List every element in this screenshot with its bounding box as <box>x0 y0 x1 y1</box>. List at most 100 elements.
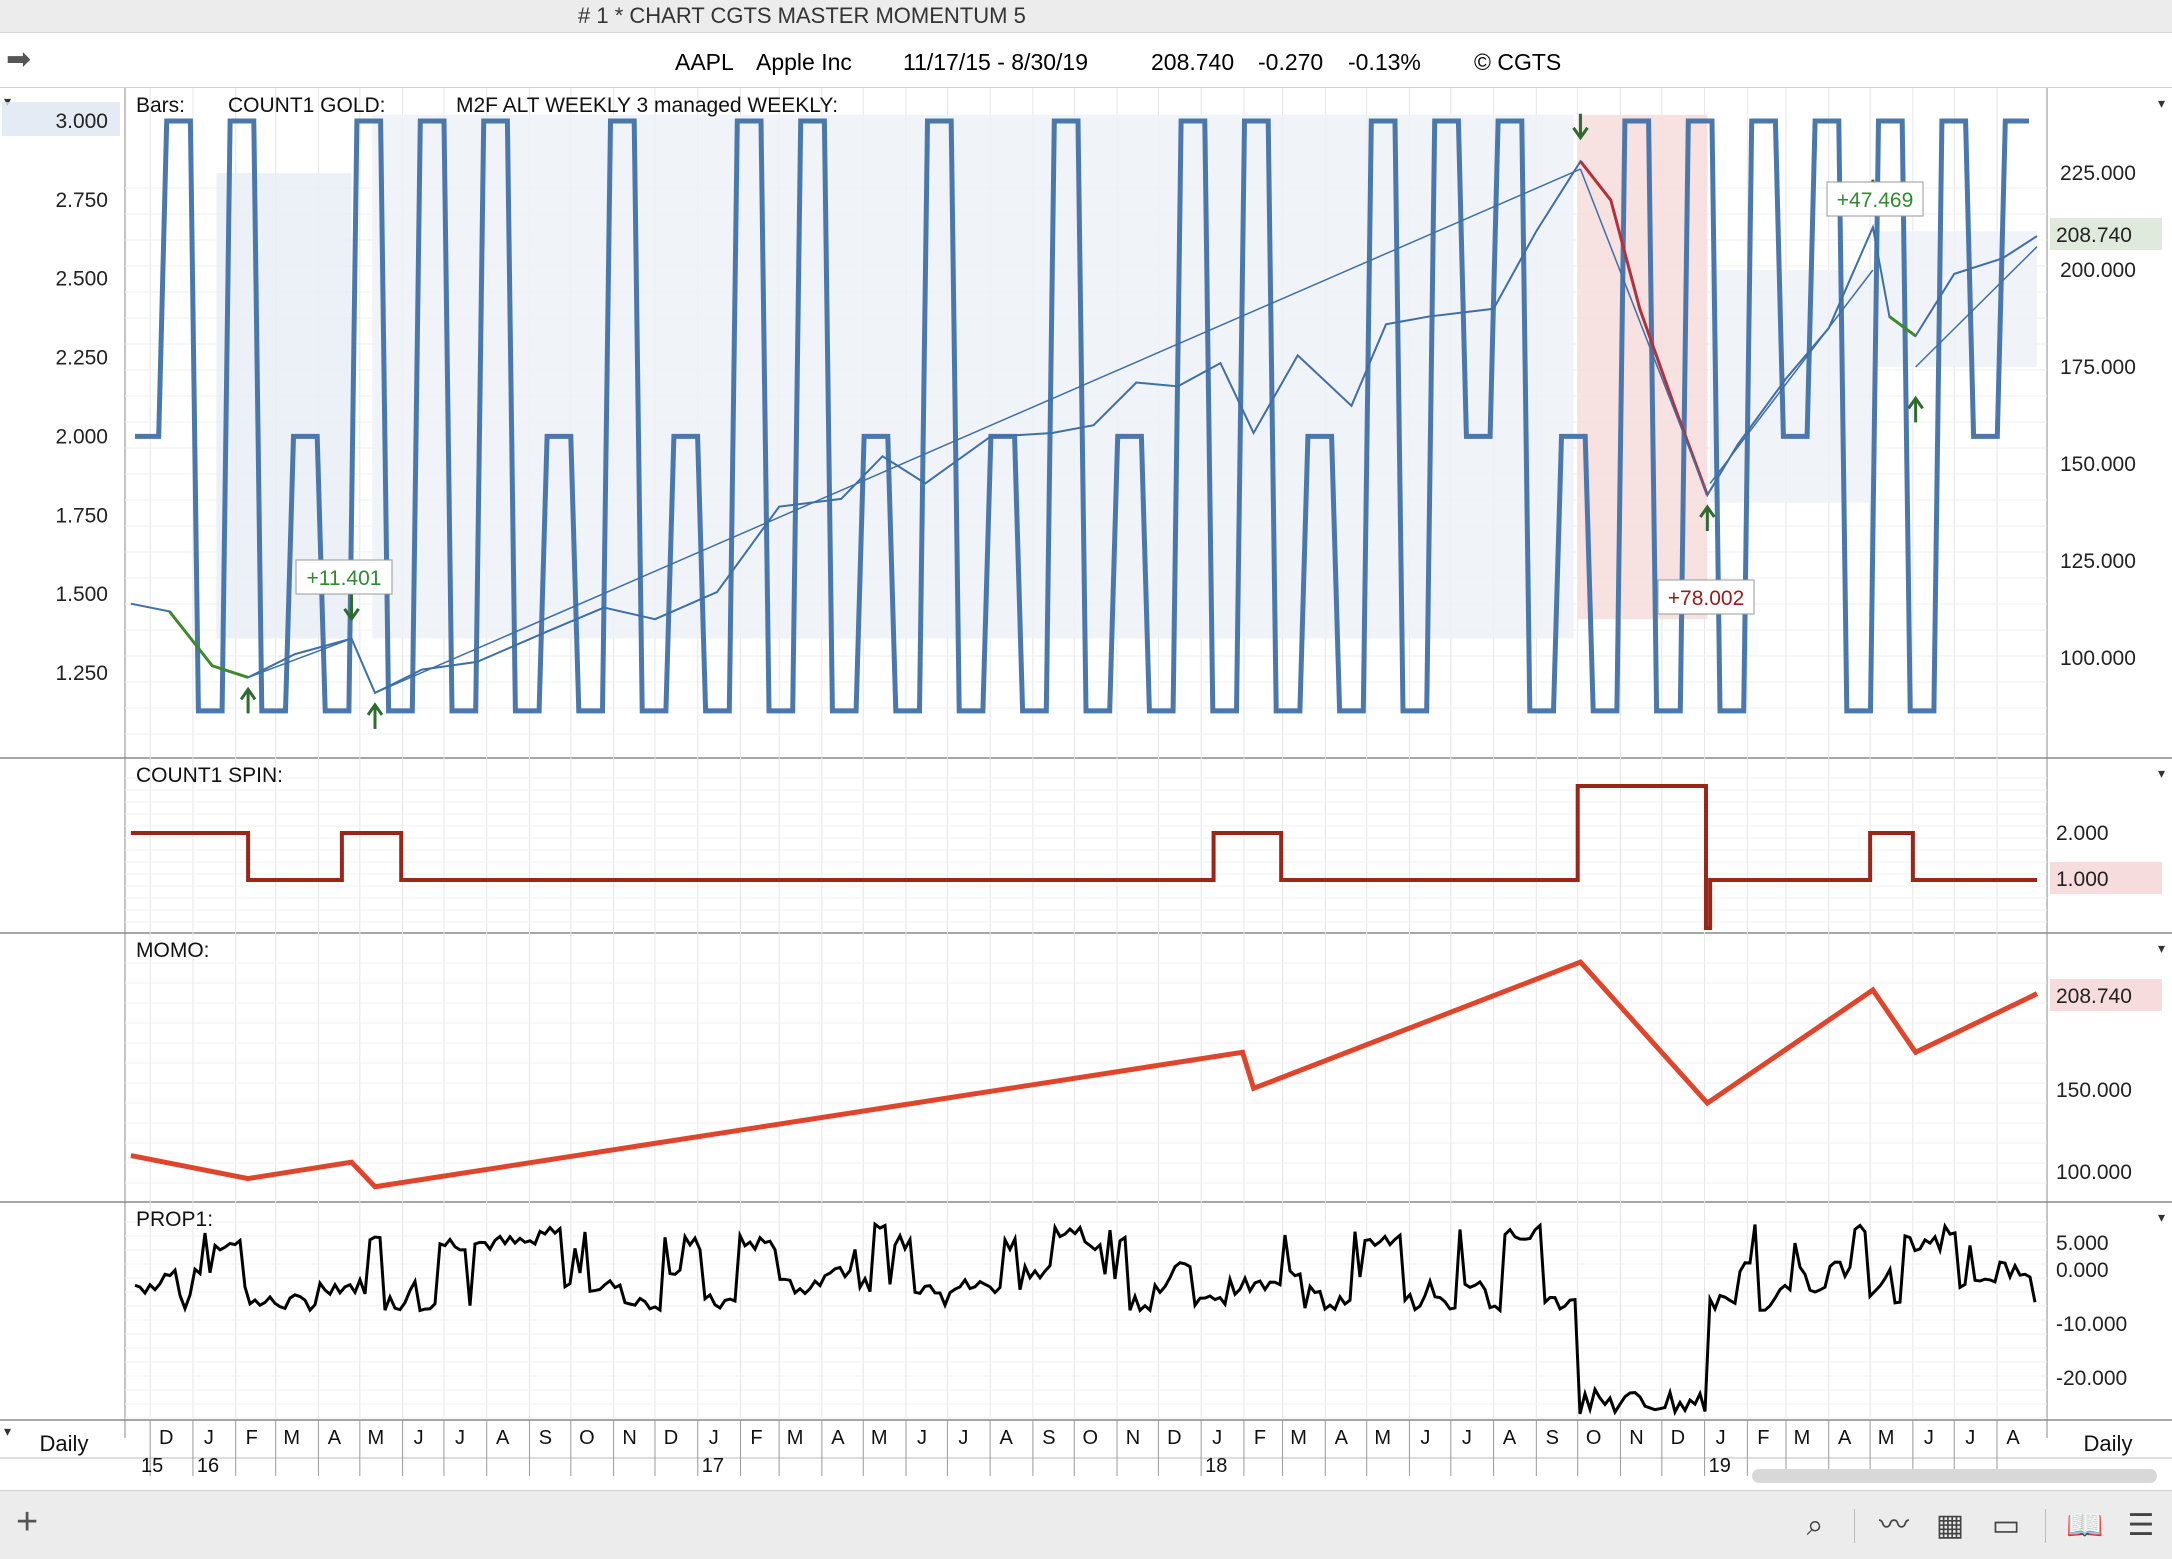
m2f-legend: M2F ALT WEEKLY 3 managed WEEKLY: <box>456 94 838 117</box>
line-tool-icon[interactable]: 〰 <box>1879 1509 1909 1542</box>
month-label: A <box>831 1427 845 1449</box>
month-label: S <box>539 1427 552 1449</box>
month-label: O <box>579 1427 595 1449</box>
count1-spin-line <box>130 784 2037 930</box>
count1-gold-legend: COUNT1 GOLD: <box>228 94 386 117</box>
trade-zone <box>1710 270 1873 503</box>
menu-icon[interactable]: ☰ <box>2127 1509 2155 1542</box>
prop1-axis-tick: 0.000 <box>2056 1259 2109 1282</box>
window-title: # 1 * CHART CGTS MASTER MOMENTUM 5 <box>578 3 1026 28</box>
month-label: J <box>958 1427 968 1449</box>
last-price: 208.740 <box>1151 49 1235 75</box>
prop1-line <box>134 1221 2037 1417</box>
price-change: -0.270 <box>1258 49 1324 75</box>
trade-result-label: +47.469 <box>1837 189 1914 212</box>
short-signal-segment <box>1579 160 1709 496</box>
date-range: 11/17/15 - 8/30/19 <box>903 49 1088 75</box>
trend-line <box>1915 246 2038 368</box>
left-axis-tick: 2.500 <box>55 268 108 291</box>
momo-line <box>130 959 2039 1190</box>
count1-gold-step-line <box>135 118 2029 714</box>
momo-axis-tick: 150.000 <box>2056 1079 2132 1102</box>
forward-arrow-icon[interactable]: ➡ <box>6 43 32 76</box>
panel-menu-icon: ▾ <box>4 93 11 109</box>
trade-result-label: +78.002 <box>1668 587 1745 610</box>
trade-result-box <box>1826 181 1924 217</box>
month-label: O <box>1082 1427 1098 1449</box>
month-label: A <box>1503 1427 1517 1449</box>
momo-axis-tick: 100.000 <box>2056 1161 2132 1184</box>
month-label: F <box>750 1427 762 1449</box>
month-label: A <box>328 1427 342 1449</box>
panel-icon[interactable]: ▭ <box>1991 1509 2021 1542</box>
price-change-percent: -0.13% <box>1348 49 1421 75</box>
right-axis-tick: 200.000 <box>2060 259 2136 282</box>
momo-last-label: 208.740 <box>2056 985 2132 1008</box>
prop1-axis-tick: -10.000 <box>2056 1313 2127 1336</box>
month-label: F <box>1757 1427 1769 1449</box>
month-label: M <box>1878 1427 1895 1449</box>
month-label: M <box>1374 1427 1391 1449</box>
spin-last-label: 1.000 <box>2056 868 2109 891</box>
month-label: J <box>1965 1427 1975 1449</box>
prop1-axis-tick: 5.000 <box>2056 1232 2109 1255</box>
month-label: N <box>1629 1427 1643 1449</box>
month-label: J <box>917 1427 927 1449</box>
signal-arrow-head <box>239 686 257 701</box>
month-label: A <box>1838 1427 1852 1449</box>
month-label: F <box>246 1427 258 1449</box>
book-icon[interactable]: 📖 <box>2066 1509 2104 1542</box>
prop1-legend: PROP1: <box>136 1208 213 1231</box>
signal-arrow-head <box>1907 395 1924 410</box>
month-label: N <box>1126 1427 1140 1449</box>
trade-result-box <box>1657 579 1755 615</box>
month-label: J <box>1420 1427 1430 1449</box>
left-axis-tick: 2.750 <box>55 189 108 212</box>
last-price-label: 208.740 <box>2056 224 2132 247</box>
trade-result-box <box>295 559 393 595</box>
trend-line <box>247 637 352 679</box>
panel-menu-icon: ▾ <box>2158 765 2165 781</box>
month-label: M <box>1290 1427 1307 1449</box>
chart-canvas[interactable]: ▾ ▾ ▾ ▾ ▾ 3.000 2.750 2.500 2.250 2.000 1.750 1.500… <box>0 88 2172 1490</box>
left-axis-tick: 1.500 <box>55 583 108 606</box>
panel-menu-icon: ▾ <box>2158 95 2165 111</box>
right-axis-tick: 175.000 <box>2060 356 2136 379</box>
signal-arrow-head <box>343 607 360 622</box>
month-label: J <box>204 1427 214 1449</box>
month-label: D <box>1671 1427 1685 1449</box>
month-label: J <box>1716 1427 1726 1449</box>
horizontal-scrollbar[interactable] <box>1752 1469 2157 1483</box>
month-label: D <box>1167 1427 1181 1449</box>
bars-legend: Bars: <box>136 94 185 117</box>
year-label: 17 <box>702 1455 724 1477</box>
month-label: J <box>414 1427 424 1449</box>
symbol-name: Apple Inc <box>756 49 852 75</box>
month-label: D <box>664 1427 678 1449</box>
month-label: J <box>709 1427 719 1449</box>
right-axis-tick: 125.000 <box>2060 550 2136 573</box>
spin-axis-tick: 2.000 <box>2056 822 2109 845</box>
grid-icon[interactable]: ▦ <box>1935 1509 1965 1542</box>
momo-last-badge <box>2050 979 2162 1011</box>
month-label: M <box>1794 1427 1811 1449</box>
prop1-axis-tick: -20.000 <box>2056 1367 2127 1390</box>
left-axis-tick: 1.250 <box>55 662 108 685</box>
add-icon[interactable]: + <box>16 1501 39 1543</box>
trend-line <box>1579 168 1709 496</box>
bottom-toolbar: + ⌕ 〰 ▦ ▭ 📖 ☰ <box>0 1490 2172 1559</box>
footer-left-label: Daily <box>40 1431 89 1456</box>
long-signal-segment <box>1888 315 1917 338</box>
search-icon[interactable]: ⌕ <box>1806 1509 1824 1542</box>
month-label: J <box>455 1427 465 1449</box>
trade-zone <box>372 114 1574 639</box>
right-axis-tick: 225.000 <box>2060 162 2136 185</box>
year-label: 19 <box>1709 1455 1731 1477</box>
trend-line <box>1709 269 1874 484</box>
left-axis-tick: 1.750 <box>55 504 108 527</box>
toolbar-divider <box>1854 1509 1855 1543</box>
spin-last-badge <box>2050 862 2162 894</box>
left-axis-tick: 3.000 <box>55 110 108 133</box>
left-axis-tick: 2.000 <box>55 425 108 448</box>
month-label: A <box>999 1427 1013 1449</box>
